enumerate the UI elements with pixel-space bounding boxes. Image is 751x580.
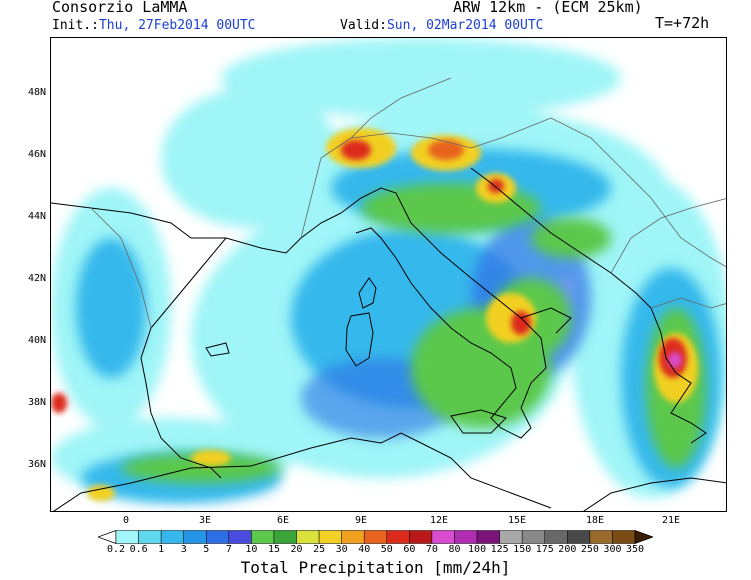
colorbar-title: Total Precipitation [mm/24h] xyxy=(240,558,511,577)
init-label: Init.: xyxy=(52,18,99,33)
colorbar-over-triangle xyxy=(634,530,653,544)
colorbar-tick-label: 150 xyxy=(513,544,532,555)
colorbar-tick-label: 7 xyxy=(225,544,232,555)
colorbar-swatch xyxy=(454,530,478,544)
lon-label-21e: 21E xyxy=(662,515,681,526)
colorbar-swatch xyxy=(589,530,613,544)
model-title: ARW 12km - (ECM 25km) xyxy=(453,0,643,16)
colorbar-swatch xyxy=(431,530,455,544)
precip-red-field xyxy=(51,140,687,413)
lon-label-18e: 18E xyxy=(586,515,605,526)
colorbar-tick-label: 25 xyxy=(313,544,326,555)
colorbar-tick-label: 60 xyxy=(403,544,416,555)
colorbar-tick-label: 250 xyxy=(580,544,599,555)
colorbar-tick-label: 50 xyxy=(380,544,393,555)
lat-label-46n: 46N xyxy=(28,149,47,160)
colorbar-tick-label: 3 xyxy=(180,544,187,555)
colorbar-tick-label: 0.2 xyxy=(107,544,126,555)
lat-label-38n: 38N xyxy=(28,397,47,408)
colorbar-tick-label: 10 xyxy=(245,544,258,555)
institution-title: Consorzio LaMMA xyxy=(52,0,188,16)
colorbar-swatch xyxy=(183,530,207,544)
colorbar-swatch xyxy=(567,530,591,544)
lon-label-12e: 12E xyxy=(430,515,449,526)
lon-label-6e: 6E xyxy=(277,515,290,526)
lon-label-0: 0 xyxy=(123,515,130,526)
colorbar-swatch xyxy=(138,530,162,544)
lon-label-3e: 3E xyxy=(199,515,212,526)
init-time: Init.:Thu, 27Feb2014 00UTC xyxy=(52,18,256,33)
colorbar-under-triangle xyxy=(98,530,117,544)
colorbar-tick-label: 350 xyxy=(626,544,645,555)
valid-time: Valid:Sun, 02Mar2014 00UTC xyxy=(340,18,544,33)
colorbar-swatch xyxy=(228,530,252,544)
lat-label-40n: 40N xyxy=(28,335,47,346)
valid-label: Valid: xyxy=(340,18,387,33)
colorbar-swatch xyxy=(273,530,297,544)
colorbar-tick-label: 20 xyxy=(290,544,303,555)
lat-label-36n: 36N xyxy=(28,459,47,470)
forecast-step: T=+72h xyxy=(655,14,710,32)
colorbar-tick-label: 175 xyxy=(535,544,554,555)
colorbar-tick-label: 300 xyxy=(603,544,622,555)
lon-label-15e: 15E xyxy=(508,515,527,526)
colorbar-swatch xyxy=(341,530,365,544)
colorbar-tick-label: 15 xyxy=(267,544,280,555)
colorbar-tick-label: 0.6 xyxy=(129,544,148,555)
colorbar-swatch xyxy=(318,530,342,544)
colorbar-tick-label: 5 xyxy=(203,544,210,555)
colorbar-swatch xyxy=(386,530,410,544)
colorbar-swatch xyxy=(115,530,139,544)
colorbar xyxy=(98,530,653,544)
colorbar-swatch xyxy=(521,530,545,544)
init-value: Thu, 27Feb2014 00UTC xyxy=(98,18,256,33)
precip-magenta-core xyxy=(668,352,682,368)
coastlines xyxy=(51,167,726,511)
map-svg xyxy=(51,38,726,511)
colorbar-tick-label: 80 xyxy=(448,544,461,555)
colorbar-tick-label: 1 xyxy=(158,544,165,555)
colorbar-swatch xyxy=(206,530,230,544)
valid-value: Sun, 02Mar2014 00UTC xyxy=(386,18,544,33)
lat-label-48n: 48N xyxy=(28,87,47,98)
colorbar-swatch xyxy=(476,530,500,544)
colorbar-tick-label: 200 xyxy=(558,544,577,555)
colorbar-swatch xyxy=(409,530,433,544)
colorbar-tick-label: 70 xyxy=(425,544,438,555)
colorbar-swatch xyxy=(251,530,275,544)
colorbar-swatch xyxy=(544,530,568,544)
colorbar-swatch xyxy=(363,530,388,544)
colorbar-swatch xyxy=(160,530,184,544)
precipitation-map xyxy=(50,37,727,512)
colorbar-tick-label: 100 xyxy=(468,544,487,555)
colorbar-swatch xyxy=(296,530,320,544)
borders xyxy=(90,77,726,329)
colorbar-swatch xyxy=(499,530,523,544)
colorbar-tick-label: 40 xyxy=(358,544,371,555)
colorbar-swatch xyxy=(612,530,636,544)
lat-label-42n: 42N xyxy=(28,273,47,284)
colorbar-tick-label: 125 xyxy=(490,544,509,555)
lon-label-9e: 9E xyxy=(355,515,368,526)
colorbar-tick-label: 30 xyxy=(335,544,348,555)
lat-label-44n: 44N xyxy=(28,211,47,222)
